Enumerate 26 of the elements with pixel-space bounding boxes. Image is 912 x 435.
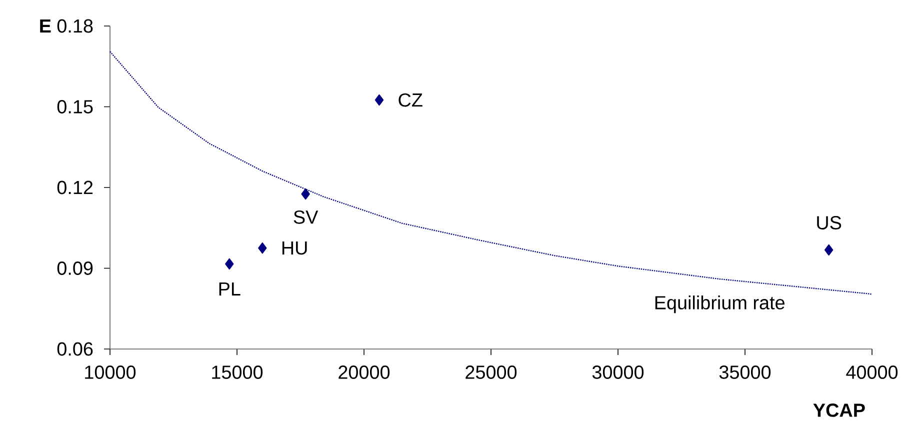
annotation: SV bbox=[294, 210, 318, 224]
y-tick-label: 0.15 bbox=[57, 100, 93, 114]
annotation: HU bbox=[282, 241, 307, 255]
annotation: US bbox=[817, 216, 842, 230]
x-tick-label: 40000 bbox=[846, 366, 898, 379]
y-tick-label: 0.18 bbox=[57, 19, 93, 33]
series-label: Equilibrium rate bbox=[655, 296, 784, 314]
point bbox=[301, 188, 310, 200]
point bbox=[824, 244, 834, 256]
line-series bbox=[109, 50, 873, 295]
x-tick-label: 30000 bbox=[592, 366, 644, 379]
x-tick-label: 10000 bbox=[85, 366, 136, 379]
point bbox=[374, 94, 384, 106]
y-tick-label: 0.06 bbox=[57, 342, 93, 356]
point bbox=[225, 258, 234, 270]
x-tick-label: 20000 bbox=[338, 366, 390, 379]
y-tick-label: 0.12 bbox=[57, 180, 93, 194]
annotation: CZ bbox=[398, 93, 422, 107]
x-tick-label: 35000 bbox=[719, 366, 771, 379]
y-tick-label: 0.09 bbox=[57, 262, 93, 275]
point bbox=[258, 242, 267, 254]
x-tick-label: 25000 bbox=[466, 366, 517, 379]
annotation: PL bbox=[219, 282, 240, 296]
x-tick-label: 15000 bbox=[212, 366, 263, 379]
y-axis-title: E bbox=[40, 19, 51, 33]
x-axis-title: YCAP bbox=[813, 404, 865, 417]
